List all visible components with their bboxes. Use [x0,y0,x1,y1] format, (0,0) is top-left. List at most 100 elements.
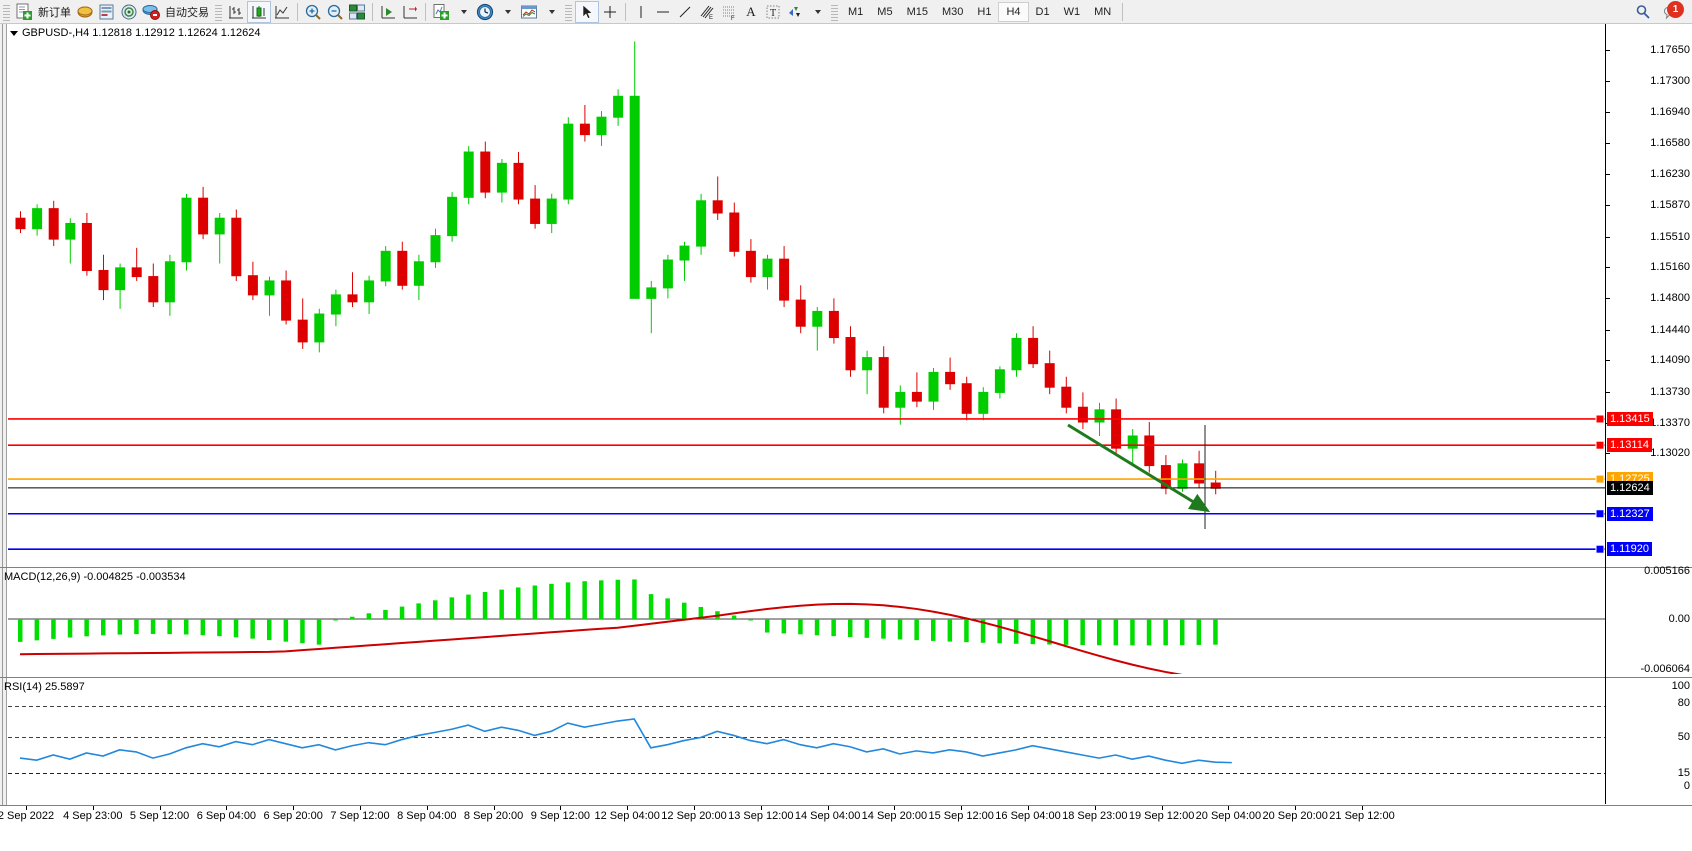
rsi-level-100: 100 [1671,680,1690,692]
time-axis[interactable]: 2 Sep 2022 4 Sep 23:00 5 Sep 12:00 6 Sep 04… [0,805,1692,828]
notification-count-badge: 1 [1667,0,1684,18]
timeframe-m5[interactable]: M5 [877,5,893,18]
svg-text:E: E [709,15,713,21]
time-tick [426,806,428,810]
price-level-label-resistance[interactable]: 1.13415 [1607,411,1653,426]
timeframe-m30[interactable]: M30 [941,5,964,18]
timeframe-h4[interactable]: H4 [998,1,1029,22]
time-tick [1028,806,1029,810]
time-tick-label: 21 Sep 12:00 [1329,810,1395,822]
timeframe-d1[interactable]: D1 [1035,5,1050,18]
time-tick-label: 12 Sep 20:00 [661,810,727,822]
zoom-out-icon[interactable] [324,1,346,23]
arrows-icon[interactable] [784,1,806,23]
auto-scroll-icon[interactable] [377,1,399,23]
time-tick-label: 6 Sep 04:00 [196,810,257,822]
autotrading-icon[interactable] [140,1,162,23]
macd-pane[interactable] [8,569,1605,674]
price-level-label-resistance[interactable]: 1.13114 [1607,438,1652,453]
timeframe-mn[interactable]: MN [1094,5,1112,18]
chart-menu-caret-icon[interactable] [10,30,18,36]
timeframe-grip[interactable] [831,2,838,21]
price-tick-label: 1.14090 [1650,354,1690,367]
price-tick-label: 1.15510 [1650,230,1690,243]
time-tick-label: 4 Sep 23:00 [63,810,123,822]
time-tick [560,806,562,810]
notifications-icon[interactable]: 1 [1660,0,1684,23]
autotrading-label: 自动交易 [165,6,209,19]
time-tick [961,806,963,810]
fibonacci-icon[interactable]: F [718,1,740,23]
time-tick-label: 6 Sep 20:00 [263,810,323,822]
rsi-level-50: 50 [1677,731,1690,743]
chart-shift-icon[interactable] [399,1,421,23]
time-tick [1228,806,1230,810]
equidistant-channel-icon[interactable]: E [696,1,718,23]
tile-windows-icon[interactable] [346,1,368,23]
price-tick-label: 1.13370 [1650,416,1690,429]
drawing-tools-grip[interactable] [565,2,572,21]
text-tool-icon[interactable]: A [740,1,762,23]
line-chart-icon[interactable] [271,1,293,23]
arrows-dropdown-arrow[interactable] [806,1,828,23]
price-axis[interactable]: 1.17650 1.17300 1.16940 1.16580 1.16230 1.158… [1605,24,1692,804]
zoom-in-icon[interactable] [302,1,324,23]
time-tick [159,806,161,810]
templates-dropdown-arrow[interactable] [540,1,562,23]
market-watch-icon[interactable] [74,1,96,23]
price-level-label-target[interactable]: 1.11920 [1607,542,1652,557]
time-tick [760,806,762,810]
main-toolbar: 新订单 [0,0,1692,24]
time-tick [627,806,629,810]
templates-icon[interactable] [518,1,540,23]
rsi-pane[interactable] [8,679,1605,803]
indicators-dropdown-arrow[interactable] [452,1,474,23]
trend-arrow[interactable] [8,24,1605,564]
chart-title-text: GBPUSD-,H4 1.12818 1.12912 1.12624 1.126… [22,27,261,39]
time-tick-label: 20 Sep 04:00 [1195,810,1262,822]
rsi-level-80: 80 [1677,697,1690,709]
timeframe-h1[interactable]: H1 [977,5,992,18]
bar-chart-icon[interactable] [225,1,247,23]
price-tick-label: 1.14440 [1650,323,1690,336]
text-label-tool-icon[interactable]: T [762,1,784,23]
price-level-label-target[interactable]: 1.12327 [1607,506,1653,521]
svg-text:F: F [731,16,735,21]
macd-scale-mid: 0.00 [1668,613,1690,625]
indicators-icon[interactable] [430,1,452,23]
time-tick-label: 16 Sep 04:00 [995,810,1061,822]
macd-scale-top: 0.005166 [1644,565,1690,577]
time-tick-label: 19 Sep 12:00 [1128,810,1195,822]
navigator-icon[interactable] [118,1,140,23]
price-level-label-current[interactable]: 1.12624 [1607,480,1653,495]
price-tick [1606,143,1610,145]
chart-type-grip[interactable] [215,2,222,21]
horizontal-line-icon[interactable] [652,1,674,23]
timeframe-m15[interactable]: M15 [906,5,928,18]
vertical-line-icon[interactable] [630,1,652,23]
data-window-icon[interactable] [96,1,118,23]
price-tick [1606,391,1610,393]
search-icon[interactable] [1632,1,1654,23]
candlestick-chart-icon[interactable] [247,0,271,23]
price-pane[interactable] [8,24,1605,804]
price-tick-label: 1.13020 [1650,447,1690,460]
price-candles [15,41,1221,495]
time-tick-label: 9 Sep 12:00 [530,810,591,822]
price-tick [1606,453,1610,455]
period-dropdown-arrow[interactable] [496,1,518,23]
rsi-level-15: 15 [1677,767,1690,779]
timeframe-w1[interactable]: W1 [1063,5,1081,18]
toolbar-grip[interactable] [3,2,10,21]
time-tick [1295,806,1297,810]
cursor-icon[interactable] [575,0,599,23]
crosshair-icon[interactable] [599,1,621,23]
period-clock-icon[interactable] [474,1,496,23]
time-tick [92,806,94,810]
new-order-button[interactable] [13,1,35,23]
time-tick [493,806,495,810]
timeframe-m1[interactable]: M1 [848,5,864,18]
chart-area[interactable]: GBPUSD-,H4 1.12818 1.12912 1.12624 1.126… [0,24,1692,828]
trendline-icon[interactable] [674,1,696,23]
